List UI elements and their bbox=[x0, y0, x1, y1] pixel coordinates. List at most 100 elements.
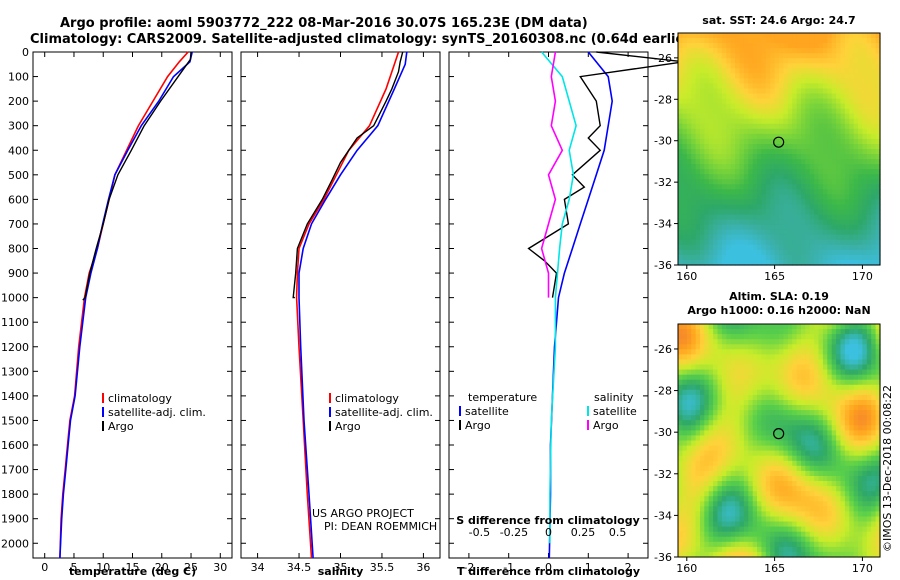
sla_map-cell bbox=[739, 425, 745, 431]
temperature-series-argo bbox=[82, 51, 192, 301]
sla_map-cell bbox=[809, 546, 815, 553]
sst_map-cell bbox=[862, 159, 868, 165]
sla_map-cell bbox=[708, 369, 714, 376]
sst_map-cell bbox=[730, 123, 736, 130]
sla_map-cell bbox=[809, 420, 815, 426]
sst_map-cell bbox=[849, 83, 855, 89]
sst_map-cell bbox=[871, 113, 877, 120]
sst_map-cell bbox=[704, 138, 710, 145]
sla_map-cell bbox=[796, 541, 802, 548]
sst_map-cell bbox=[774, 164, 780, 170]
sla_map-cell bbox=[858, 486, 863, 492]
sla_map-cell bbox=[761, 354, 767, 361]
sst_map-cell bbox=[871, 219, 877, 226]
sst_map-cell bbox=[757, 58, 762, 64]
sst_map-cell bbox=[774, 229, 780, 236]
sla_map-cell bbox=[704, 430, 710, 437]
sla_map-cell bbox=[761, 486, 767, 492]
sla_map-cell bbox=[735, 389, 741, 396]
sst_map-cell bbox=[814, 209, 820, 216]
sst_map-cell bbox=[822, 224, 828, 231]
sla_map-cell bbox=[871, 465, 877, 472]
sst_map-cell bbox=[862, 224, 868, 231]
sst_map-cell bbox=[735, 254, 741, 261]
sst_map-cell bbox=[779, 199, 784, 205]
sst_map-cell bbox=[682, 260, 688, 266]
sst_map-cell bbox=[700, 149, 705, 155]
sla_map-cell bbox=[853, 460, 859, 467]
sla_map-cell bbox=[726, 394, 732, 401]
sla_map-cell bbox=[862, 516, 868, 523]
sst_map-cell bbox=[805, 239, 811, 246]
sst_map-cell bbox=[770, 154, 776, 160]
sst_map-cell bbox=[700, 58, 705, 64]
sst_map-cell bbox=[801, 169, 806, 175]
sla_map-cell bbox=[691, 394, 697, 401]
sst_map-cell bbox=[726, 169, 732, 175]
sla_map-cell bbox=[678, 324, 683, 330]
sst_map-cell bbox=[735, 169, 741, 175]
sst_map-cell bbox=[700, 93, 705, 100]
sst_map-cell bbox=[717, 174, 723, 180]
sla_map-cell bbox=[761, 415, 767, 421]
sst_map-cell bbox=[695, 174, 701, 180]
sst_map-cell bbox=[743, 58, 749, 64]
sla_map-cell bbox=[831, 536, 837, 543]
sst_map-cell bbox=[818, 164, 824, 170]
sla_map-cell bbox=[783, 339, 789, 345]
sst_map-cell bbox=[713, 184, 719, 190]
sla_map-cell bbox=[686, 324, 692, 330]
sla_map-cell bbox=[700, 430, 705, 437]
sla_map-cell bbox=[801, 531, 806, 538]
sst_map-cell bbox=[730, 68, 736, 74]
sla_map-cell bbox=[862, 400, 868, 406]
sst_map-cell bbox=[704, 184, 710, 190]
sla_map-cell bbox=[796, 430, 802, 437]
sst_map-cell bbox=[796, 169, 802, 175]
sst_map-cell bbox=[735, 199, 741, 205]
sla_map-cell bbox=[726, 329, 732, 335]
sla_map-cell bbox=[695, 435, 701, 442]
sla_map-cell bbox=[792, 440, 798, 447]
sla_map-cell bbox=[801, 511, 806, 518]
sla_map-cell bbox=[743, 359, 749, 366]
sla_map-cell bbox=[818, 521, 824, 528]
sst_map-cell bbox=[796, 214, 802, 221]
sla_map-cell bbox=[765, 430, 771, 437]
sla_map-cell bbox=[757, 486, 762, 492]
sla_map-cell bbox=[730, 546, 736, 553]
sla_map-cell bbox=[792, 339, 798, 345]
sla_map-cell bbox=[691, 450, 697, 457]
sla_map-cell bbox=[721, 420, 727, 426]
sla_map-cell bbox=[831, 526, 837, 533]
sst_map-cell bbox=[836, 244, 842, 251]
sla_map-cell bbox=[695, 324, 701, 330]
sst_map-cell bbox=[858, 48, 863, 54]
sst_map-cell bbox=[783, 83, 789, 89]
sla_map-cell bbox=[875, 470, 881, 477]
sla_map-cell bbox=[866, 354, 872, 361]
sst_map-cell bbox=[862, 249, 868, 256]
sla_map-cell bbox=[862, 445, 868, 452]
sst_map-cell bbox=[717, 244, 723, 251]
sla_map-cell bbox=[836, 430, 842, 437]
sla_map-cell bbox=[827, 384, 833, 391]
sst_map-cell bbox=[752, 179, 758, 185]
sla_map-cell bbox=[691, 445, 697, 452]
sst_map-cell bbox=[827, 224, 833, 231]
sst_map-ytick-label: -28 bbox=[654, 93, 672, 106]
sla_map-cell bbox=[691, 435, 697, 442]
sst_map-cell bbox=[691, 144, 697, 150]
sst_map-cell bbox=[691, 244, 697, 251]
sst_map-cell bbox=[739, 169, 745, 175]
sla_map-cell bbox=[774, 344, 780, 350]
sst_map-cell bbox=[704, 68, 710, 74]
sla_map-cell bbox=[866, 379, 872, 386]
sla_map-cell bbox=[858, 496, 863, 502]
sst_map-cell bbox=[862, 169, 868, 175]
sla_map-cell bbox=[708, 506, 714, 512]
sla_map-cell bbox=[735, 354, 741, 361]
sla_map-cell bbox=[691, 460, 697, 467]
sla_map-cell bbox=[748, 511, 754, 518]
sla_map-cell bbox=[717, 450, 723, 457]
